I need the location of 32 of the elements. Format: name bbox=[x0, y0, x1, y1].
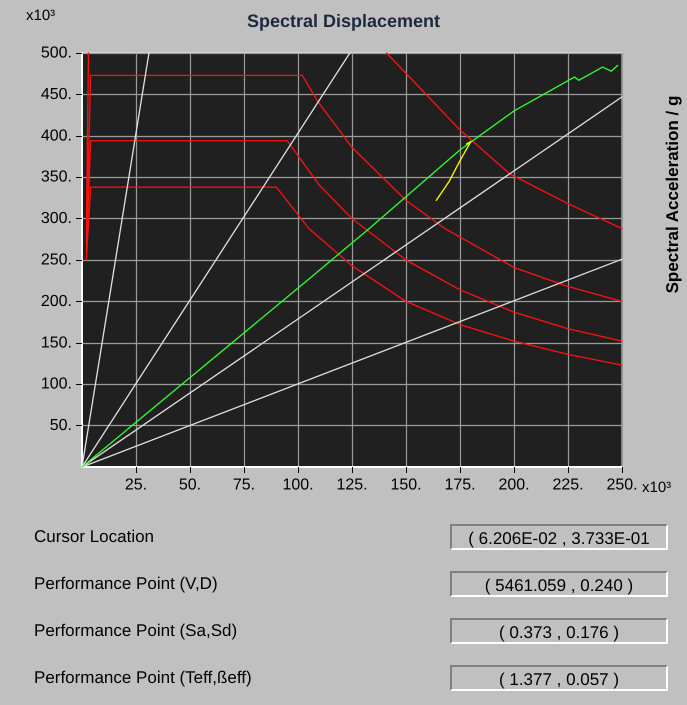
y-tick-label: 350. bbox=[40, 168, 72, 186]
y-axis-title: Spectral Acceleration / g bbox=[663, 96, 682, 294]
y-tick-label: 50. bbox=[50, 417, 72, 434]
y-tick-label: 200. bbox=[40, 292, 72, 310]
y-tick-label: 150. bbox=[40, 334, 72, 352]
y-tick-label: 450. bbox=[40, 86, 72, 103]
x-tick-label: 225. bbox=[552, 476, 584, 494]
x-tick-label: 175. bbox=[444, 476, 476, 494]
y-tick-label: 400. bbox=[40, 127, 72, 144]
x-tick-label: 125. bbox=[336, 476, 368, 494]
x-tick-label: 75. bbox=[232, 476, 256, 494]
y-tick-label: 250. bbox=[40, 252, 72, 268]
text: x10³ bbox=[642, 479, 672, 496]
readout-field: ( 5461.059 , 0.240 ) bbox=[450, 571, 668, 597]
text: Performance Point (Teff,ßeff) bbox=[34, 668, 252, 688]
text: Cursor Location bbox=[34, 527, 154, 547]
y-tick-label: 100. bbox=[40, 376, 72, 393]
x-tick-label: 25. bbox=[124, 476, 148, 494]
text: Performance Point (V,D) bbox=[34, 574, 218, 594]
x-tick-label: 200. bbox=[498, 476, 530, 494]
x-tick-label: 50. bbox=[178, 476, 202, 494]
chart-title: Spectral Displacement bbox=[246, 11, 440, 31]
readout-field: ( 0.373 , 0.176 ) bbox=[450, 618, 668, 644]
text: Performance Point (Sa,Sd) bbox=[34, 621, 238, 641]
readout-field: ( 1.377 , 0.057 ) bbox=[450, 665, 668, 691]
text: x10³ bbox=[26, 7, 56, 24]
y-tick-label: 300. bbox=[40, 210, 72, 228]
x-tick-label: 100. bbox=[282, 476, 314, 494]
x-tick-label: 250. bbox=[606, 476, 638, 494]
readout-field: ( 6.206E-02 , 3.733E-01 bbox=[450, 524, 668, 550]
x-tick-label: 150. bbox=[390, 476, 422, 494]
y-tick-label: 500. bbox=[40, 44, 72, 62]
